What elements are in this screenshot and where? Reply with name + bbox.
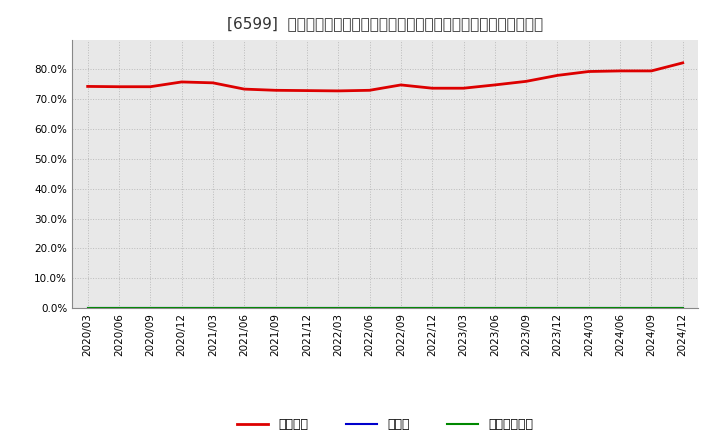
繰延税金資産 [240, 305, 248, 311]
繰延税金資産 [271, 305, 280, 311]
自己資本 [365, 88, 374, 93]
のれん [84, 305, 92, 311]
Line: 自己資本: 自己資本 [88, 63, 683, 91]
のれん [490, 305, 499, 311]
自己資本 [302, 88, 311, 93]
繰延税金資産 [334, 305, 343, 311]
自己資本 [553, 73, 562, 78]
繰延税金資産 [585, 305, 593, 311]
のれん [334, 305, 343, 311]
自己資本 [397, 82, 405, 88]
繰延税金資産 [678, 305, 687, 311]
のれん [428, 305, 436, 311]
のれん [365, 305, 374, 311]
のれん [240, 305, 248, 311]
自己資本 [522, 79, 531, 84]
繰延税金資産 [490, 305, 499, 311]
繰延税金資産 [146, 305, 155, 311]
のれん [114, 305, 123, 311]
繰延税金資産 [397, 305, 405, 311]
のれん [647, 305, 656, 311]
繰延税金資産 [84, 305, 92, 311]
のれん [585, 305, 593, 311]
のれん [553, 305, 562, 311]
のれん [522, 305, 531, 311]
繰延税金資産 [459, 305, 468, 311]
自己資本 [177, 79, 186, 84]
繰延税金資産 [647, 305, 656, 311]
のれん [209, 305, 217, 311]
のれん [459, 305, 468, 311]
自己資本 [240, 87, 248, 92]
繰延税金資産 [428, 305, 436, 311]
Title: [6599]  自己資本、のれん、繰延税金資産の総資産に対する比率の推移: [6599] 自己資本、のれん、繰延税金資産の総資産に対する比率の推移 [227, 16, 544, 32]
Legend: 自己資本, のれん, 繰延税金資産: 自己資本, のれん, 繰延税金資産 [232, 413, 539, 436]
繰延税金資産 [616, 305, 624, 311]
繰延税金資産 [209, 305, 217, 311]
繰延税金資産 [365, 305, 374, 311]
自己資本 [585, 69, 593, 74]
繰延税金資産 [553, 305, 562, 311]
自己資本 [271, 88, 280, 93]
のれん [302, 305, 311, 311]
自己資本 [114, 84, 123, 89]
自己資本 [428, 85, 436, 91]
のれん [678, 305, 687, 311]
自己資本 [490, 82, 499, 88]
繰延税金資産 [522, 305, 531, 311]
自己資本 [146, 84, 155, 89]
自己資本 [647, 68, 656, 73]
のれん [271, 305, 280, 311]
のれん [177, 305, 186, 311]
のれん [146, 305, 155, 311]
繰延税金資産 [114, 305, 123, 311]
自己資本 [84, 84, 92, 89]
繰延税金資産 [177, 305, 186, 311]
自己資本 [209, 80, 217, 85]
のれん [397, 305, 405, 311]
自己資本 [334, 88, 343, 94]
のれん [616, 305, 624, 311]
繰延税金資産 [302, 305, 311, 311]
自己資本 [678, 60, 687, 66]
自己資本 [459, 85, 468, 91]
自己資本 [616, 68, 624, 73]
